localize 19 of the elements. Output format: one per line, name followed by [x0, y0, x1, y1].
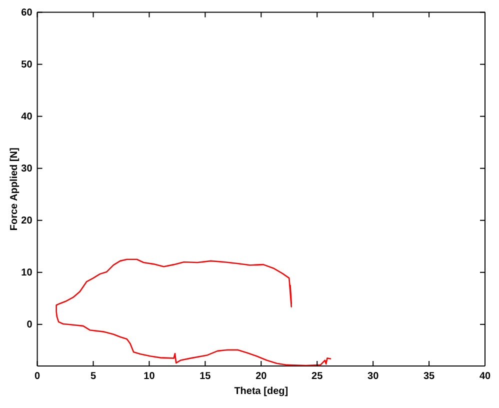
- x-tick-label: 20: [256, 371, 268, 382]
- line-series: [56, 258, 332, 366]
- y-tick-label: 10: [21, 268, 33, 279]
- y-tick-label: 40: [21, 112, 33, 123]
- x-tick-label: 40: [479, 371, 491, 382]
- y-tick-label: 60: [21, 8, 33, 18]
- y-tick-label: 0: [26, 320, 33, 331]
- y-axis-title: Force Applied [N]: [9, 148, 20, 231]
- x-tick-label: 10: [144, 371, 156, 382]
- x-axis-title: Theta [deg]: [234, 386, 288, 397]
- x-tick-label: 30: [368, 371, 380, 382]
- x-tick-label: 5: [90, 371, 96, 382]
- x-tick-label: 0: [34, 371, 41, 382]
- x-tick-label: 15: [200, 371, 212, 382]
- y-tick-label: 20: [21, 216, 33, 227]
- y-tick-label: 50: [21, 60, 33, 71]
- y-tick-label: 30: [21, 164, 33, 175]
- x-tick-label: 25: [312, 371, 324, 382]
- x-tick-label: 35: [423, 371, 436, 382]
